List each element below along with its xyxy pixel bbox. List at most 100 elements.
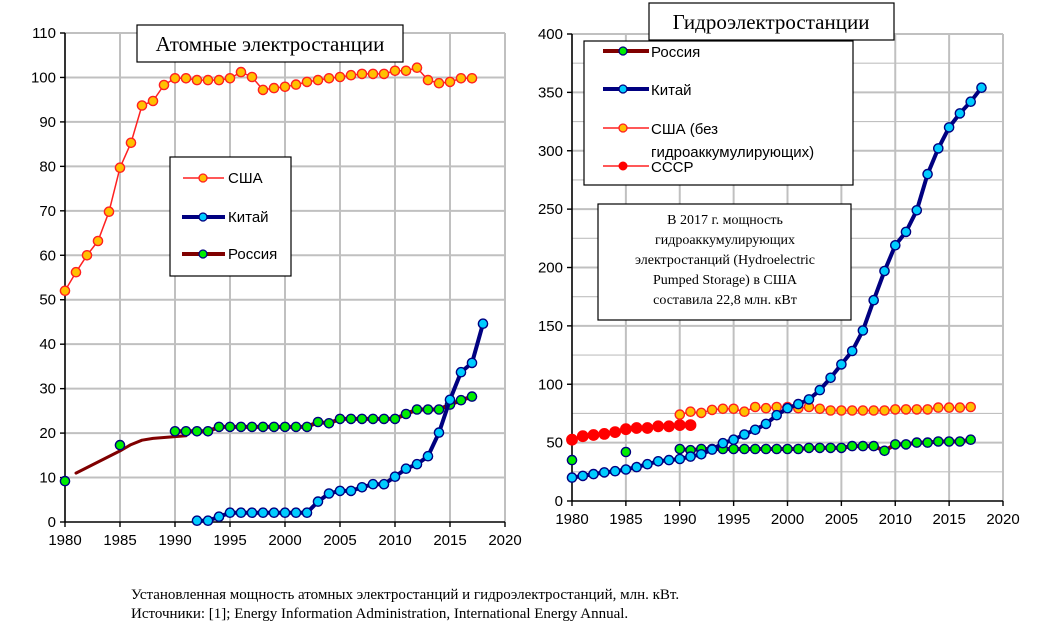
data-point-russia [114,439,126,451]
data-point-usa [191,74,203,86]
data-point-china [933,143,944,154]
data-point-china [943,122,955,133]
nuclear-title-box: Атомные электростанции [136,24,404,63]
data-point-usa [814,403,826,415]
data-point-usa [846,405,858,416]
data-point-china [782,402,793,414]
data-point-usa [323,73,335,84]
data-point-usa [81,249,93,261]
data-point-usa [455,73,467,84]
y-tick-label: 50 [39,292,56,309]
data-point-russia [213,421,225,433]
data-point-ussr [641,422,654,434]
data-point-russia [224,421,236,433]
hydro-title-box: Гидроэлектростанции [648,2,895,41]
data-point-usa [674,409,686,420]
data-point-china [717,437,729,449]
data-point-usa [943,402,955,413]
data-point-china [696,448,707,460]
x-tick-label: 2000 [268,532,301,549]
data-point-china [803,394,815,405]
data-point-ussr [598,427,611,440]
data-point-china [814,384,826,396]
series-russia [59,391,478,487]
legend-label-ussr: СССР [651,159,694,176]
data-point-usa [235,66,247,78]
x-tick-label: 1985 [609,511,642,528]
data-point-usa [890,404,901,415]
data-point-usa [717,403,729,415]
data-point-russia [857,440,869,452]
series-line-russia [173,394,474,434]
nuclear-axes: 0 10 20 30 40 50 60 70 80 90 100 110 1980 1985 1990 199… [31,25,522,549]
y-tick-label: 70 [39,203,56,220]
data-point-russia [868,440,880,452]
data-point-china [301,507,313,519]
data-point-russia [782,443,793,455]
data-point-russia [279,421,291,433]
nuclear-grid [65,32,506,522]
data-point-china [334,485,346,497]
x-tick-label: 1995 [717,511,750,528]
legend-item-russia: Россия [182,246,277,263]
data-point-china [191,515,203,527]
data-point-russia [933,436,944,447]
x-tick-label: 2005 [825,511,858,528]
data-point-china [279,507,291,519]
series-china [191,318,489,527]
data-point-usa [749,401,761,413]
data-point-china [771,409,783,421]
data-point-ussr [609,426,621,438]
data-point-china [290,507,302,519]
data-point-usa [213,74,225,86]
data-point-usa [290,79,302,90]
data-point-china [857,325,869,336]
series-usa [674,401,977,420]
data-point-ussr [673,419,686,431]
nuclear-chart-title: Атомные электростанции [156,32,385,56]
y-tick-label: 110 [32,25,56,42]
legend-item-usa: США [183,170,263,187]
y-tick-label: 400 [538,26,563,43]
data-point-china [793,398,804,410]
hydro-chart-title: Гидроэлектростанции [673,10,870,34]
data-point-usa [739,406,750,418]
data-point-usa [422,74,434,86]
y-tick-label: 300 [538,143,563,160]
data-point-usa [879,405,890,416]
data-point-ussr [663,420,675,433]
data-point-china [202,515,214,527]
note-line-3: электростанций (Hydroelectric [635,253,815,268]
data-point-russia [235,421,247,433]
data-point-china [367,478,379,490]
legend-item-china: Китай [182,209,269,226]
data-point-usa [954,402,966,413]
data-point-china [224,507,236,519]
data-point-china [599,467,610,478]
data-point-china [620,464,632,475]
caption-line-2: Источники: [1]; Energy Information Admin… [131,606,629,622]
data-point-russia [879,445,890,457]
data-point-ussr [630,422,643,434]
data-point-usa [378,68,390,80]
legend-label-china: Китай [228,209,269,226]
data-point-russia [180,425,192,437]
data-point-china [922,168,933,180]
data-point-usa [202,74,214,86]
hydro-axes: 0 50 100 150 200 250 300 350 400 1980 1985 1990 1995… [538,26,1020,528]
data-point-russia [191,425,203,437]
y-tick-label: 20 [39,425,56,442]
data-point-russia [965,434,977,446]
hydro-legend: Россия Китай США (без гидроаккумулирующи… [583,40,854,186]
hydro-series [566,82,987,483]
data-point-usa [466,73,478,84]
y-tick-label: 100 [31,69,56,86]
data-point-russia [422,404,434,415]
data-point-russia [771,443,783,455]
data-point-ussr [620,423,632,436]
y-tick-label: 350 [538,84,563,101]
y-tick-label: 100 [538,376,563,393]
data-point-china [706,444,718,455]
series-ussr [566,419,697,446]
data-point-russia [911,437,923,448]
